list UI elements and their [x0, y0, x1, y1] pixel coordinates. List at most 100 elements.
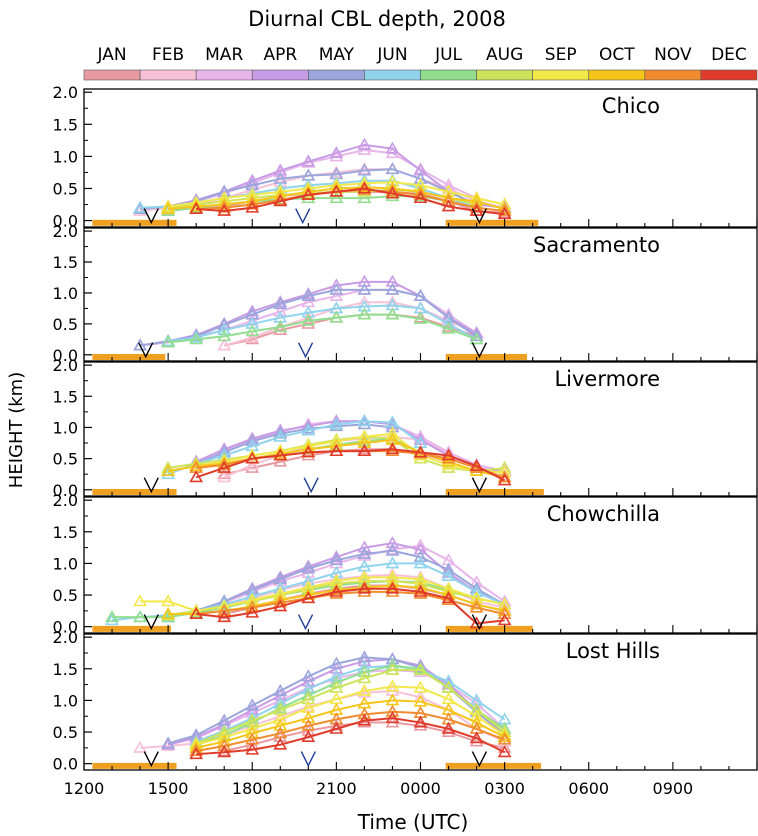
data-point: [413, 694, 428, 707]
legend-swatch: [420, 69, 477, 81]
data-point: [413, 662, 428, 675]
legend-swatch: [251, 69, 309, 81]
station-name: Sacramento: [533, 233, 660, 257]
y-tick-label: 2.0: [53, 628, 78, 647]
legend-label: JUN: [376, 45, 407, 65]
data-point: [385, 295, 400, 308]
data-point: [161, 463, 176, 476]
data-point: [273, 322, 288, 335]
data-point: [273, 700, 288, 713]
series-line: [196, 187, 505, 216]
data-point: [217, 738, 232, 751]
y-tick-label: 2.0: [53, 491, 78, 510]
data-point: [357, 442, 372, 455]
data-point: [413, 715, 428, 728]
y-tick-label: 0.5: [53, 179, 78, 198]
data-point: [357, 664, 372, 677]
data-point: [357, 713, 372, 726]
data-point: [133, 338, 147, 351]
data-point: [357, 540, 372, 553]
data-point: [441, 460, 456, 473]
data-point: [301, 448, 316, 461]
data-point: [357, 671, 372, 684]
data-point: [441, 178, 456, 191]
sun-arrow: [471, 477, 488, 494]
data-point: [245, 605, 260, 618]
data-point: [301, 669, 316, 682]
data-point: [413, 680, 428, 693]
data-point: [105, 610, 119, 623]
data-point: [301, 559, 316, 572]
legend-label: JUL: [434, 45, 462, 65]
data-point: [357, 137, 372, 150]
legend-label: DEC: [711, 45, 747, 65]
nighttime-bar: [92, 625, 171, 632]
data-point: [189, 606, 204, 619]
data-point: [385, 711, 400, 724]
data-point: [497, 729, 512, 743]
data-point: [217, 329, 232, 342]
data-point: [273, 446, 288, 459]
nighttime-bar: [92, 219, 177, 226]
data-point: [469, 715, 484, 728]
data-point: [189, 332, 204, 345]
data-point: [329, 721, 344, 734]
data-point: [413, 542, 428, 555]
sun-arrow: [143, 751, 159, 768]
data-point: [441, 562, 456, 575]
data-point: [329, 680, 344, 693]
data-point: [273, 712, 288, 725]
y-tick-label: 0.5: [53, 450, 78, 469]
y-tick-label: 1.5: [53, 387, 78, 406]
data-point: [441, 568, 456, 581]
data-point: [413, 432, 428, 445]
data-point: [413, 445, 428, 458]
y-tick-label: 1.0: [53, 418, 78, 437]
data-point: [497, 745, 512, 758]
data-point: [329, 669, 344, 682]
data-point: [329, 553, 344, 566]
data-point: [133, 594, 147, 607]
data-point: [357, 181, 372, 194]
y-tick-label: 1.5: [53, 523, 78, 542]
y-tick-label: 1.0: [53, 147, 78, 166]
y-tick-label: 0.0: [53, 755, 78, 774]
data-point: [245, 324, 260, 337]
y-tick-label: 2.0: [53, 356, 78, 375]
data-point: [357, 683, 372, 696]
data-point: [357, 444, 372, 457]
data-point: [413, 288, 428, 301]
sun-arrow: [297, 614, 314, 631]
data-point: [301, 313, 316, 326]
data-point: [385, 581, 400, 594]
y-axis-label: HEIGHT (km): [6, 372, 27, 488]
data-point: [301, 154, 316, 167]
sun-arrow: [471, 208, 488, 225]
data-point: [245, 457, 260, 470]
x-axis-label: Time (UTC): [357, 810, 469, 834]
data-point: [385, 536, 400, 549]
data-point: [189, 743, 204, 756]
y-tick-label: 0.0: [53, 346, 78, 365]
data-point: [385, 679, 400, 692]
data-point: [301, 316, 316, 329]
legend-swatch: [644, 69, 702, 81]
data-point: [273, 454, 288, 467]
data-point: [385, 162, 400, 175]
series-line: [167, 420, 422, 476]
data-point: [357, 429, 372, 442]
legend-label: APR: [263, 45, 297, 65]
data-point: [329, 191, 344, 204]
data-point: [133, 610, 147, 623]
y-tick-label: 1.0: [53, 284, 78, 303]
data-point: [245, 592, 260, 606]
data-point: [357, 417, 372, 430]
time-axis: 1200 1500 1800 2100 0000 0300 0600 0900: [64, 779, 694, 798]
data-point: [301, 442, 316, 455]
nighttime-bar: [92, 353, 166, 360]
panel: 0.0 0.5 1.0 1.5 2.0 Chowchilla: [53, 491, 758, 637]
data-point: [385, 556, 400, 569]
data-point: [273, 599, 288, 612]
x-tick-label: 0000: [400, 779, 441, 798]
